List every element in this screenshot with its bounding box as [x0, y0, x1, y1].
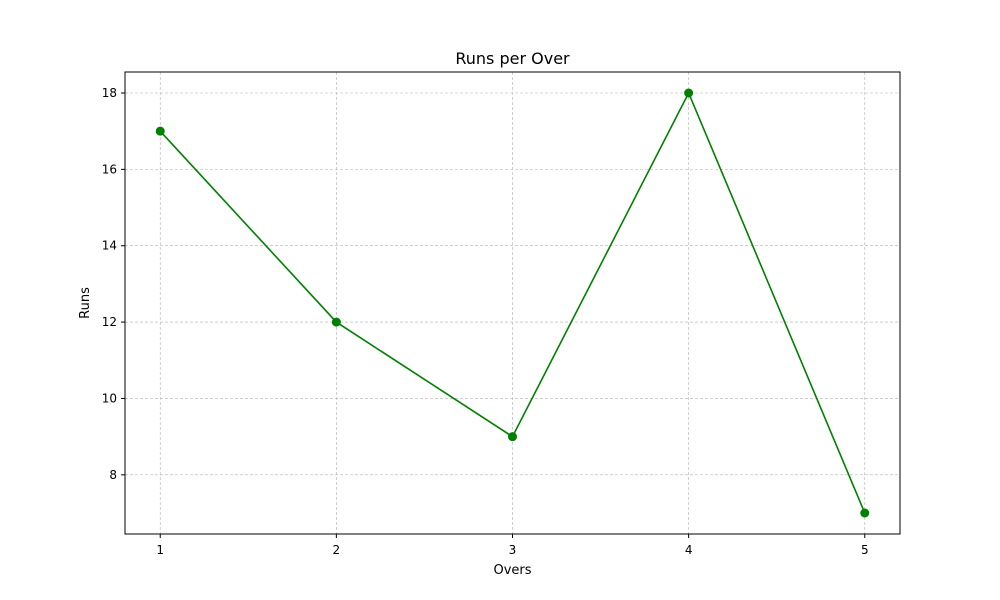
series-layer: [155, 88, 870, 518]
y-tick-label: 8: [109, 468, 117, 482]
x-tick-label: 5: [861, 543, 869, 557]
data-point: [508, 432, 517, 442]
x-tick-label: 4: [685, 543, 693, 557]
x-tick-label: 1: [156, 543, 164, 557]
x-axis-label: Overs: [493, 563, 531, 578]
data-point: [155, 126, 165, 136]
x-tick-label: 3: [509, 543, 517, 557]
grid-lines: [125, 72, 900, 534]
y-tick-label: 10: [102, 391, 117, 405]
chart-title: Runs per Over: [455, 49, 570, 68]
y-tick-label: 12: [102, 315, 117, 329]
x-tick-label: 2: [333, 543, 341, 557]
y-tick-label: 14: [102, 239, 117, 253]
data-point: [684, 88, 694, 98]
y-tick-label: 16: [102, 162, 117, 176]
data-point: [860, 508, 870, 518]
y-tick-label: 18: [102, 86, 117, 100]
data-point: [331, 317, 341, 327]
y-axis-label: Runs: [78, 287, 93, 319]
